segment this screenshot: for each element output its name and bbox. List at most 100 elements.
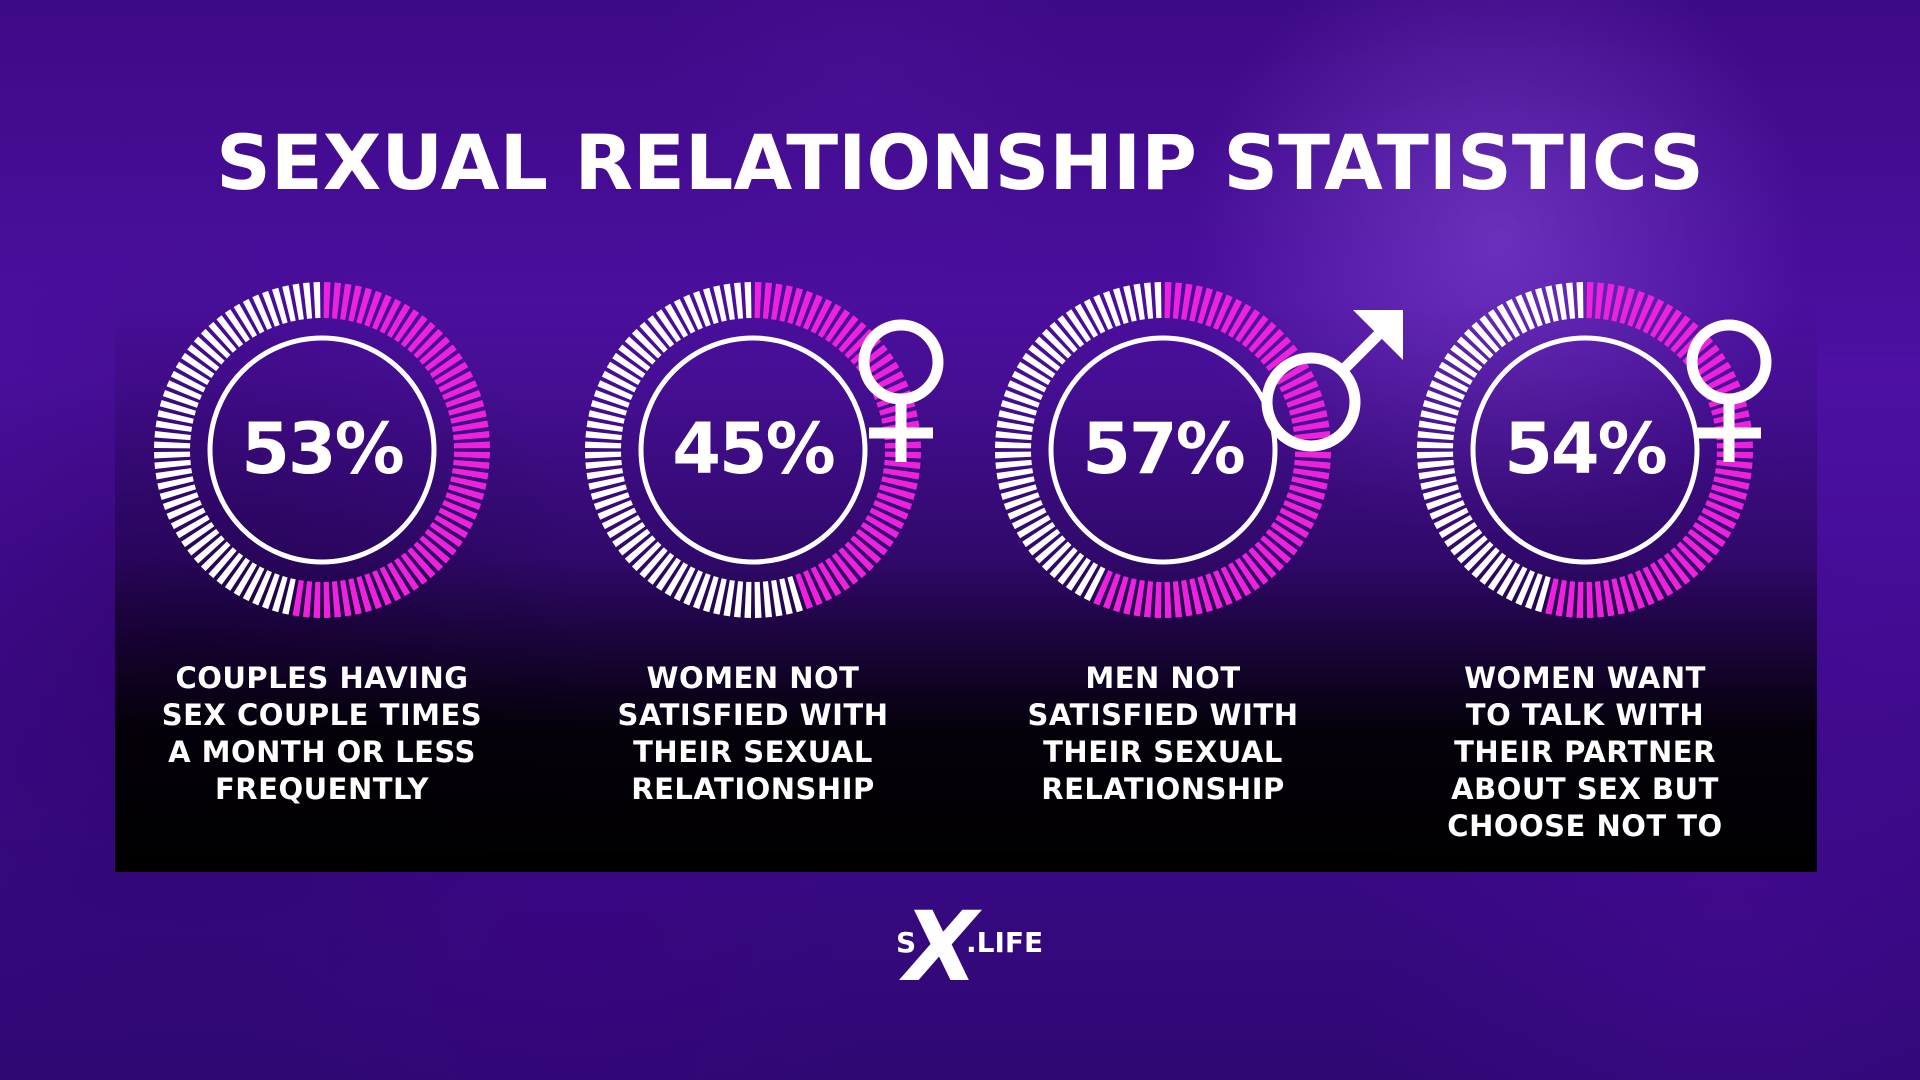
ring-segment-filled <box>876 492 913 510</box>
ring-segment-empty <box>1143 282 1154 319</box>
ring-segment-filled <box>1291 410 1328 424</box>
ring-segment-filled <box>372 294 392 330</box>
ring-segment-filled <box>881 476 918 490</box>
ring-segment-filled <box>407 547 436 579</box>
ring-segment-filled <box>762 282 773 319</box>
ring-segment-filled <box>1248 547 1277 579</box>
ring-segment-empty <box>606 361 641 386</box>
ring-segment-empty <box>1154 282 1162 319</box>
ring-segment-filled <box>1289 484 1326 500</box>
ring-segment-empty <box>1011 370 1047 393</box>
ring-segment-empty <box>224 557 250 591</box>
ring-segment-empty <box>1417 441 1454 449</box>
ring-segment-empty <box>618 528 651 556</box>
ring-segment-filled <box>1716 459 1753 470</box>
ring-segment-filled <box>340 283 352 321</box>
ring-segment-filled <box>1692 352 1726 378</box>
ring-segment-empty <box>242 298 265 334</box>
stat-caption: COUPLES HAVING SEX COUPLE TIMES A MONTH … <box>122 660 522 808</box>
ring-segment-empty <box>1003 390 1040 408</box>
page-title: SEXUAL RELATIONSHIP STATISTICS <box>216 118 1704 207</box>
ring-segment-empty <box>771 579 783 617</box>
ring-segment-filled <box>434 514 469 539</box>
ring-segment-empty <box>1456 336 1488 365</box>
stat-caption: WOMEN WANT TO TALK WITH THEIR PARTNER AB… <box>1385 660 1785 845</box>
ring-segment-filled <box>1181 579 1193 617</box>
ring-segment-filled <box>429 522 463 548</box>
ring-segment-empty <box>1433 370 1469 393</box>
stat-4: 54% <box>1385 270 1785 630</box>
ring-segment-empty <box>1123 285 1137 322</box>
ring-segment-empty <box>586 468 624 480</box>
ring-segment-filled <box>1270 522 1304 548</box>
ring-segment-empty <box>1565 282 1576 319</box>
ring-segment-filled <box>810 298 833 334</box>
inner-circle <box>207 335 437 565</box>
ring-segment-filled <box>1289 400 1326 416</box>
ring-segment-empty <box>200 541 231 572</box>
ring-segment-filled <box>453 459 490 470</box>
ring-segment-filled <box>1586 282 1594 319</box>
ring-segment-empty <box>1425 492 1462 510</box>
ring-segment-filled <box>1283 500 1319 520</box>
ring-segment-empty <box>996 468 1034 480</box>
ring-segment-filled <box>795 573 813 610</box>
ring-segment-filled <box>1670 321 1699 353</box>
ring-segment-filled <box>356 576 372 613</box>
ring-segment-filled <box>1291 476 1328 490</box>
stat-1: 53% <box>122 270 522 630</box>
ring-segment-empty <box>1007 500 1043 520</box>
ring-segment-filled <box>838 547 867 579</box>
ring-segment-filled <box>386 303 411 338</box>
ring-segment-empty <box>703 576 719 613</box>
ring-segment-filled <box>1283 380 1319 400</box>
ring-segment-empty <box>233 562 258 597</box>
ring-segment-empty <box>612 352 646 378</box>
ring-segment-filled <box>442 500 478 520</box>
ring-segment-filled <box>838 321 867 353</box>
ring-segment-filled <box>1133 579 1145 617</box>
ring-segment-filled <box>1697 514 1732 539</box>
ring-segment-filled <box>386 562 411 597</box>
ring-segment-empty <box>624 336 656 365</box>
ring-segment-filled <box>400 315 428 348</box>
caption-line: THEIR SEXUAL <box>1043 735 1283 769</box>
ring-segment-filled <box>1220 298 1243 334</box>
ring-segment-empty <box>593 390 630 408</box>
ring-segment-filled <box>1635 294 1655 330</box>
ring-segment-filled <box>1248 321 1277 353</box>
ring-segment-empty <box>1057 552 1085 585</box>
ring-segment-empty <box>1417 459 1454 470</box>
inner-circle <box>1470 335 1700 565</box>
ring-segment-empty <box>733 581 744 618</box>
ring-segment-filled <box>451 420 489 432</box>
ring-segment-filled <box>1701 507 1737 530</box>
ring-segment-filled <box>453 430 490 441</box>
ring-segment-empty <box>1429 380 1465 400</box>
ring-segment-filled <box>884 459 921 470</box>
ring-segment-empty <box>1057 315 1085 348</box>
ring-segment-empty <box>1505 566 1528 602</box>
ring-segment-filled <box>1682 535 1714 564</box>
ring-segment-filled <box>379 298 402 334</box>
ring-segment-empty <box>155 420 193 432</box>
stat-3: 57% <box>963 270 1403 630</box>
logo-text-left: S <box>896 926 917 959</box>
caption-line: SATISFIED WITH <box>1027 698 1299 732</box>
ring-segment-empty <box>624 535 656 564</box>
percent-value: 45% <box>672 408 836 490</box>
ring-segment-filled <box>413 541 444 572</box>
ring-segment-empty <box>242 566 265 602</box>
ring-segment-empty <box>181 352 215 378</box>
ring-segment-empty <box>713 578 727 615</box>
ring-segment-empty <box>683 294 703 330</box>
ring-segment-filled <box>1692 522 1726 548</box>
ring-segment-filled <box>438 507 474 530</box>
stat-2: 45% <box>553 270 953 630</box>
ring-segment-empty <box>1525 290 1543 327</box>
ring-segment-filled <box>1670 547 1699 579</box>
ring-segment-empty <box>1083 298 1106 334</box>
ring-segment-empty <box>639 321 668 353</box>
ring-segment-empty <box>162 492 199 510</box>
ring-segment-filled <box>1241 552 1269 585</box>
